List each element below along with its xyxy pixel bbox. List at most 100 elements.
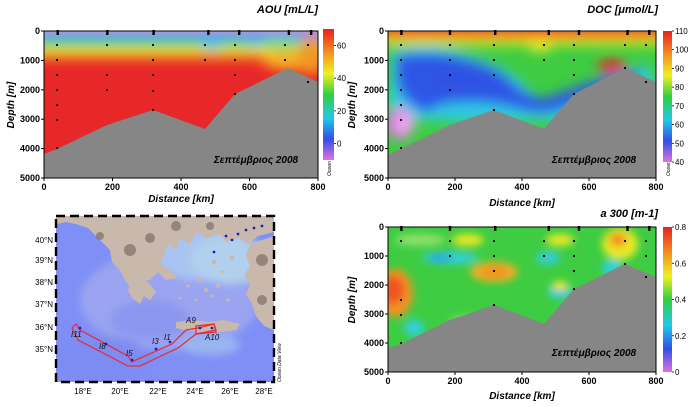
map-land-peloponnese: [128, 280, 156, 304]
station-label-i11: I11: [71, 330, 82, 339]
colorbar-tick-label: 110: [675, 27, 688, 36]
station-tick: [400, 30, 403, 35]
map-land: [56, 216, 274, 290]
y-tick-label: 3000: [364, 309, 384, 319]
x-tick-label: 600: [581, 182, 596, 192]
doc-y-label: Depth [m]: [347, 81, 358, 128]
a300-station-ticks: [400, 226, 651, 231]
colorbar-tick-label: 0.4: [675, 296, 687, 305]
colorbar-tick-label: 40: [337, 74, 346, 83]
x-tick-label: 400: [173, 182, 188, 192]
x-tick-label: 600: [242, 182, 257, 192]
doc-x-axis: 0 200 400 600 800: [385, 178, 664, 192]
colorbar-tick-label: 20: [337, 107, 346, 116]
lat-35: 35°N: [35, 345, 53, 354]
station-tick: [152, 30, 155, 35]
map-lon-ticks: 18°E 20°E 22°E 24°E 26°E 28°E: [74, 387, 272, 396]
x-tick-label: 0: [385, 376, 390, 386]
aou-season-label: Σεπτέμβριος 2008: [213, 155, 299, 166]
doc-colorbar: [663, 31, 672, 162]
doc-seafloor: [388, 68, 656, 178]
x-tick-label: 800: [310, 182, 325, 192]
y-tick-label: 2000: [364, 85, 384, 95]
y-tick-label: 1000: [20, 55, 40, 65]
a300-x-label: Distance [km]: [489, 391, 555, 402]
doc-x-label: Distance [km]: [489, 198, 555, 209]
map-islands: [178, 255, 235, 302]
lon-22: 22°E: [149, 387, 166, 396]
colorbar-tick-label: 0: [337, 140, 342, 149]
y-tick-label: 1000: [364, 251, 384, 261]
y-tick-label: 4000: [364, 338, 384, 348]
a300-season-label: Σεπτέμβριος 2008: [551, 348, 637, 359]
lon-18: 18°E: [74, 387, 91, 396]
y-tick-label: 4000: [20, 144, 40, 154]
a300-y-axis: 0 1000 2000 3000 4000 5000: [364, 222, 388, 377]
station-tick: [207, 30, 210, 35]
x-tick-label: 800: [648, 376, 663, 386]
station-tick: [309, 30, 313, 35]
colorbar-tick-label: 90: [675, 64, 684, 73]
colorbar-tick-label: 0.2: [675, 332, 687, 341]
station-tick: [626, 226, 629, 231]
colorbar-tick-label: 0.8: [675, 223, 687, 232]
y-tick-label: 1000: [364, 55, 384, 65]
lon-24: 24°E: [186, 387, 203, 396]
y-tick-label: 0: [35, 26, 40, 36]
station-tick: [400, 226, 403, 231]
station-label-i1: I1: [164, 333, 171, 342]
y-tick-label: 3000: [364, 114, 384, 124]
station-label-i5: I5: [126, 349, 133, 358]
colorbar-tick-label: 40: [675, 158, 684, 167]
doc-sample-dots: [399, 43, 648, 150]
aou-x-label: Distance [km]: [148, 194, 214, 205]
aou-sample-dots: [55, 43, 310, 150]
y-tick-label: 0: [379, 222, 384, 232]
colorbar-tick-label: 50: [675, 139, 684, 148]
a300-seafloor: [388, 264, 656, 372]
station-label-a9: A9: [185, 316, 196, 325]
doc-field: [388, 31, 656, 178]
doc-title: DOC [μmol/L]: [587, 4, 658, 16]
x-tick-label: 0: [385, 182, 390, 192]
station-label-i3: I3: [152, 337, 159, 346]
doc-season-label: Σεπτέμβριος 2008: [551, 155, 637, 166]
lat-40: 40°N: [35, 236, 53, 245]
station-tick: [106, 30, 109, 35]
map-lat-ticks: 40°N 39°N 38°N 37°N 36°N 35°N: [35, 236, 53, 354]
y-tick-label: 0: [379, 26, 384, 36]
y-tick-label: 5000: [20, 173, 40, 183]
station-tick: [547, 30, 550, 35]
lat-38: 38°N: [35, 278, 53, 287]
station-tick: [287, 30, 291, 35]
station-tick: [577, 226, 581, 231]
aou-title: AOU [mL/L]: [256, 4, 318, 16]
station-tick: [448, 226, 452, 231]
aou-x-axis: 0 200 400 600 800: [41, 178, 326, 192]
y-tick-label: 2000: [20, 85, 40, 95]
map-land-relief: [96, 221, 268, 305]
doc-station-ticks: [400, 30, 651, 35]
a300-colorbar-ticks: 0 0.2 0.4 0.6 0.8: [672, 223, 687, 377]
colorbar-tick-label: 60: [675, 121, 684, 130]
map-station-dots: [78, 224, 264, 362]
doc-y-axis: 0 1000 2000 3000 4000 5000: [364, 26, 388, 183]
station-tick: [547, 226, 550, 231]
a300-panel: a 300 [m-1]: [347, 208, 687, 402]
aou-station-ticks: [56, 30, 313, 35]
aou-panel: AOU [mL/L]: [6, 4, 346, 205]
station-tick: [577, 30, 581, 35]
station-tick: [494, 226, 497, 231]
x-tick-label: 0: [41, 182, 46, 192]
y-tick-label: 2000: [364, 280, 384, 290]
y-tick-label: 3000: [20, 114, 40, 124]
station-tick: [56, 30, 59, 35]
doc-panel: DOC [μmol/L]: [347, 4, 689, 209]
lat-39: 39°N: [35, 256, 53, 265]
aou-colorbar: [323, 29, 334, 160]
station-tick: [626, 30, 629, 35]
map-watermark: Ocean Data View: [277, 343, 283, 382]
station-label-a10: A10: [204, 333, 220, 342]
station-tick: [648, 30, 651, 35]
